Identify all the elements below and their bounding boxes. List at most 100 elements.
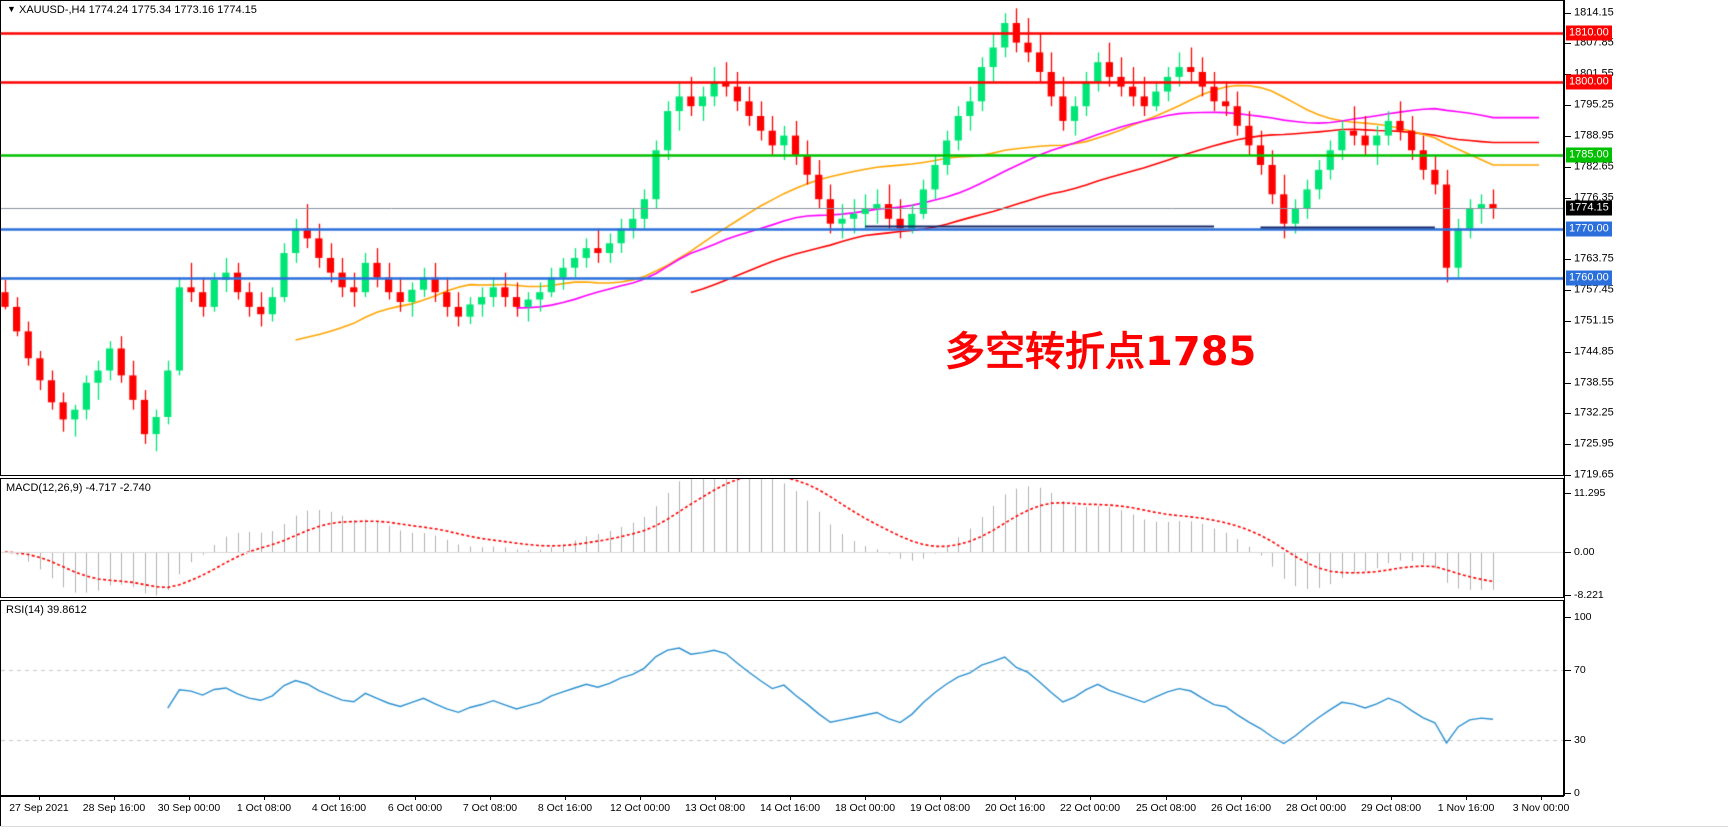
x-axis-tick <box>865 796 866 800</box>
x-axis-tick <box>1391 796 1392 800</box>
x-axis-label-1: 28 Sep 16:00 <box>82 802 146 814</box>
rsi-axis-label-2: 30 <box>1574 733 1586 746</box>
symbol-ohlc-text: XAUUSD-,H4 1774.24 1775.34 1773.16 1774.… <box>18 4 257 16</box>
x-axis-label-0: 27 Sep 2021 <box>9 802 69 814</box>
axis-tick <box>1565 135 1571 137</box>
price-axis-label-12: 1732.25 <box>1574 406 1614 419</box>
x-axis-tick <box>189 796 190 800</box>
x-axis-label-8: 12 Oct 00:00 <box>609 802 671 814</box>
x-axis-label-6: 7 Oct 08:00 <box>462 802 518 814</box>
axis-tick <box>1565 740 1571 742</box>
x-axis-tick <box>264 796 265 800</box>
x-axis-tick <box>114 796 115 800</box>
x-axis: 27 Sep 2021 28 Sep 16:00 30 Sep 00:00 1 Oct… <box>0 796 1569 826</box>
rsi-panel[interactable]: RSI(14) 39.8612 <box>0 600 1564 796</box>
x-axis-label-10: 14 Oct 16:00 <box>759 802 821 814</box>
x-axis-rule <box>0 796 1564 797</box>
axis-tick <box>1565 43 1571 45</box>
x-axis-label-11: 18 Oct 00:00 <box>834 802 896 814</box>
x-axis-tick <box>1015 796 1016 800</box>
rsi-label: RSI(14) 39.8612 <box>6 604 87 616</box>
collapse-caret-icon[interactable]: ▼ <box>7 4 16 14</box>
x-axis-tick <box>339 796 340 800</box>
x-axis-label-2: 30 Sep 00:00 <box>157 802 221 814</box>
x-axis-tick <box>39 796 40 800</box>
x-axis-tick <box>1316 796 1317 800</box>
axis-tick <box>1565 105 1571 106</box>
x-axis-label-15: 25 Oct 08:00 <box>1135 802 1197 814</box>
price-tag-pivot[interactable]: 1785.00 <box>1566 147 1612 163</box>
rsi-axis-label-1: 70 <box>1574 663 1586 676</box>
axis-tick <box>1565 475 1571 476</box>
price-tag-support[interactable]: 1770.00 <box>1566 221 1612 237</box>
price-axis-label-9: 1751.15 <box>1574 314 1614 327</box>
x-axis-tick <box>1241 796 1242 800</box>
x-axis-label-17: 28 Oct 00:00 <box>1285 802 1347 814</box>
x-axis-label-14: 22 Oct 00:00 <box>1059 802 1121 814</box>
price-axis-label-6: 1776.35 <box>1574 191 1614 203</box>
macd-canvas[interactable] <box>1 479 1563 597</box>
x-axis-label-3: 1 Oct 08:00 <box>236 802 292 814</box>
x-axis-label-5: 6 Oct 00:00 <box>387 802 443 814</box>
axis-tick <box>1565 617 1571 618</box>
x-axis-tick <box>790 796 791 800</box>
price-axis-label-2: 1801.55 <box>1574 68 1614 80</box>
axis-tick <box>1565 552 1571 554</box>
price-axis-label-3: 1795.25 <box>1574 98 1614 111</box>
axis-tick <box>1565 197 1571 199</box>
axis-tick <box>1565 259 1571 261</box>
x-axis-label-12: 19 Oct 08:00 <box>909 802 971 814</box>
x-axis-label-7: 8 Oct 16:00 <box>537 802 593 814</box>
x-axis-label-20: 3 Nov 00:00 <box>1512 802 1570 814</box>
x-axis-tick <box>1166 796 1167 800</box>
price-tag-resistance[interactable]: 1810.00 <box>1566 25 1612 41</box>
price-axis-column[interactable]: 1814.15 1807.85 1801.55 1795.25 1788.95 1782.… <box>1564 0 1728 799</box>
bottom-divider <box>0 826 1728 827</box>
x-axis-label-18: 29 Oct 08:00 <box>1360 802 1422 814</box>
x-axis-label-16: 26 Oct 16:00 <box>1210 802 1272 814</box>
price-axis-label-14: 1719.65 <box>1574 468 1614 481</box>
x-axis-tick <box>640 796 641 800</box>
axis-tick <box>1565 351 1571 353</box>
x-axis-tick <box>565 796 566 800</box>
price-chart-panel[interactable]: ▼ XAUUSD-,H4 1774.24 1775.34 1773.16 177… <box>0 0 1564 476</box>
symbol-label: ▼ XAUUSD-,H4 1774.24 1775.34 1773.16 177… <box>7 4 257 16</box>
axis-tick <box>1565 290 1571 291</box>
price-tag-support[interactable]: 1760.00 <box>1566 270 1612 286</box>
rsi-axis-label-0: 100 <box>1574 610 1592 623</box>
x-axis-tick <box>1466 796 1467 800</box>
x-axis-label-13: 20 Oct 16:00 <box>984 802 1046 814</box>
price-axis-label-8: 1757.45 <box>1574 283 1614 296</box>
chart-annotation-text: 多空转折点1785 <box>945 329 1257 375</box>
axis-tick <box>1565 382 1571 384</box>
x-axis-label-19: 1 Nov 16:00 <box>1437 802 1495 814</box>
price-tag-last-price[interactable]: 1774.15 <box>1566 200 1612 216</box>
macd-panel[interactable]: MACD(12,26,9) -4.717 -2.740 <box>0 478 1564 598</box>
axis-tick <box>1565 793 1571 794</box>
price-axis-label-7: 1763.75 <box>1574 252 1614 265</box>
macd-label: MACD(12,26,9) -4.717 -2.740 <box>6 482 151 494</box>
x-axis-label-9: 13 Oct 08:00 <box>684 802 746 814</box>
price-tag-resistance[interactable]: 1800.00 <box>1566 74 1612 90</box>
price-axis-label-1: 1807.85 <box>1574 36 1614 49</box>
rsi-canvas[interactable] <box>1 601 1563 795</box>
x-axis-tick <box>1541 796 1542 800</box>
axis-tick <box>1565 12 1571 14</box>
axis-tick <box>1565 493 1571 494</box>
price-canvas[interactable] <box>1 1 1563 475</box>
x-axis-tick <box>940 796 941 800</box>
macd-axis-label-1: 0.00 <box>1574 545 1595 558</box>
axis-tick <box>1565 595 1571 596</box>
price-axis-label-13: 1725.95 <box>1574 437 1614 450</box>
x-axis-tick <box>490 796 491 800</box>
axis-tick <box>1565 444 1571 446</box>
price-axis-label-11: 1738.55 <box>1574 376 1614 388</box>
price-axis-label-10: 1744.85 <box>1574 345 1614 358</box>
price-axis-label-4: 1788.95 <box>1574 129 1614 142</box>
rsi-axis-label-3: 0 <box>1574 786 1580 799</box>
x-axis-label-4: 4 Oct 16:00 <box>311 802 367 814</box>
axis-tick <box>1565 166 1571 168</box>
x-axis-tick <box>415 796 416 800</box>
macd-axis-label-0: 11.295 <box>1574 486 1606 499</box>
